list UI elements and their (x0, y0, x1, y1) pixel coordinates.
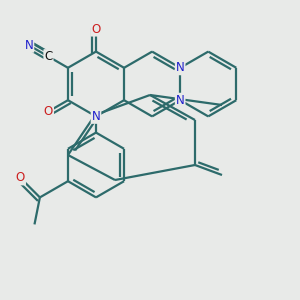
Text: N: N (92, 110, 100, 123)
Text: O: O (16, 171, 25, 184)
Text: O: O (44, 105, 53, 118)
Text: N: N (176, 94, 184, 107)
Text: C: C (44, 50, 52, 63)
Text: N: N (25, 39, 33, 52)
Text: N: N (176, 61, 184, 74)
Text: O: O (92, 22, 100, 36)
